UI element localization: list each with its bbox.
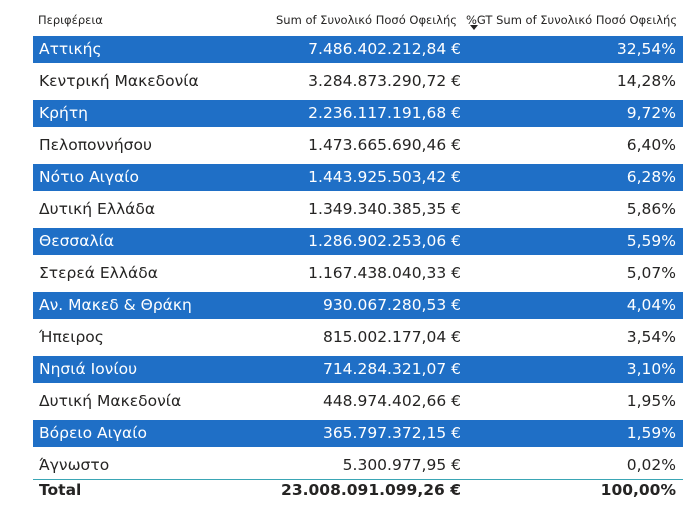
table-row[interactable]: Θεσσαλία 1.286.902.253,06 € 5,59% [33,227,683,255]
cell-region: Βόρειο Αιγαίο [39,423,147,442]
cell-sum: 7.486.402.212,84 € [308,40,461,58]
table-row[interactable]: Βόρειο Αιγαίο 365.797.372,15 € 1,59% [33,419,683,447]
cell-pct: 14,28% [616,71,676,90]
cell-sum: 815.002.177,04 € [322,327,461,346]
table-row[interactable]: Νησιά Ιονίου 714.284.321,07 € 3,10% [33,355,683,383]
cell-region: Κεντρική Μακεδονία [39,71,199,90]
cell-pct: 1,95% [626,391,676,410]
cell-pct: 1,59% [626,423,676,442]
cell-region: Αν. Μακεδ & Θράκη [39,295,192,314]
cell-region: Θεσσαλία [39,231,115,250]
total-row: Total 23.008.091.099,26 € 100,00% [33,481,683,503]
cell-pct: 3,54% [626,327,676,346]
table-header: Περιφέρεια Sum of Συνολικό Ποσό Οφειλής … [0,0,692,36]
cell-pct: 6,28% [626,167,676,186]
total-pct: 100,00% [600,481,676,499]
table-row[interactable]: Στερεά Ελλάδα 1.167.438.040,33 € 5,07% [33,259,683,287]
cell-pct: 0,02% [626,455,676,474]
total-label: Total [39,481,82,499]
cell-region: Στερεά Ελλάδα [39,263,158,282]
cell-sum: 1.167.438.040,33 € [308,263,461,282]
cell-region: Νησιά Ιονίου [39,359,138,378]
cell-region: Κρήτη [39,103,88,122]
cell-region: Πελοποννήσου [39,135,152,154]
table-row[interactable]: Αττικής 7.486.402.212,84 € 32,54% [33,36,683,63]
sort-descending-icon[interactable] [470,25,478,30]
cell-pct: 5,59% [626,231,676,250]
column-header-region[interactable]: Περιφέρεια [38,13,103,27]
cell-sum: 3.284.873.290,72 € [308,71,461,90]
cell-sum: 1.349.340.385,35 € [308,199,461,218]
cell-pct: 5,07% [626,263,676,282]
cell-pct: 3,10% [626,359,676,378]
cell-sum: 5.300.977,95 € [342,455,461,474]
table-row[interactable]: Κεντρική Μακεδονία 3.284.873.290,72 € 14,2… [33,67,683,95]
cell-sum: 1.443.925.503,42 € [308,167,461,186]
table-row[interactable]: Νότιο Αιγαίο 1.443.925.503,42 € 6,28% [33,163,683,191]
cell-region: Ήπειρος [39,327,104,346]
cell-sum: 365.797.372,15 € [322,423,461,442]
cell-pct: 9,72% [626,103,676,122]
cell-sum: 714.284.321,07 € [322,359,461,378]
table-row[interactable]: Ήπειρος 815.002.177,04 € 3,54% [33,323,683,351]
table-body: Αττικής 7.486.402.212,84 € 32,54% Κεντρική … [33,36,683,485]
cell-pct: 6,40% [626,135,676,154]
cell-pct: 32,54% [616,40,676,58]
cell-sum: 1.286.902.253,06 € [308,231,461,250]
cell-region: Νότιο Αιγαίο [39,167,140,186]
cell-sum: 448.974.402,66 € [322,391,461,410]
table-row[interactable]: Αν. Μακεδ & Θράκη 930.067.280,53 € 4,04% [33,291,683,319]
table-row[interactable]: Άγνωστο 5.300.977,95 € 0,02% [33,451,683,480]
cell-sum: 1.473.665.690,46 € [308,135,461,154]
table-row[interactable]: Δυτική Ελλάδα 1.349.340.385,35 € 5,86% [33,195,683,223]
cell-region: Δυτική Μακεδονία [39,391,182,410]
cell-region: Δυτική Ελλάδα [39,199,156,218]
table-row[interactable]: Πελοποννήσου 1.473.665.690,46 € 6,40% [33,131,683,159]
cell-pct: 5,86% [626,199,676,218]
cell-region: Άγνωστο [39,455,110,474]
column-header-pct[interactable]: %GT Sum of Συνολικό Ποσό Οφειλής [466,13,678,27]
cell-pct: 4,04% [626,295,676,314]
column-header-sum[interactable]: Sum of Συνολικό Ποσό Οφειλής [276,13,457,27]
cell-region: Αττικής [39,40,102,58]
total-sum: 23.008.091.099,26 € [281,481,461,499]
table-row[interactable]: Κρήτη 2.236.117.191,68 € 9,72% [33,99,683,127]
cell-sum: 2.236.117.191,68 € [308,103,461,122]
table-row[interactable]: Δυτική Μακεδονία 448.974.402,66 € 1,95% [33,387,683,415]
cell-sum: 930.067.280,53 € [322,295,461,314]
